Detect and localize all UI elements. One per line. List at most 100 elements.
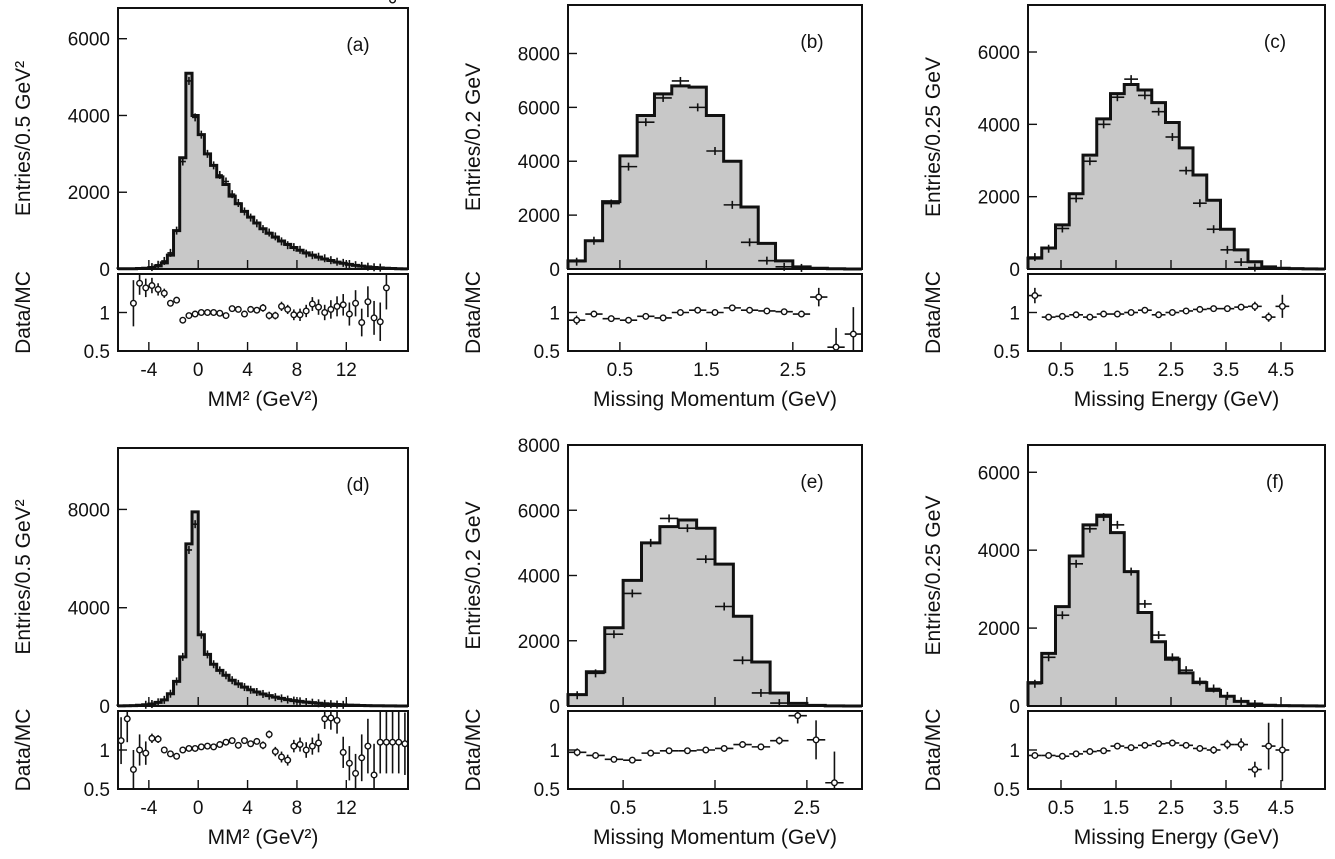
ratio-point [166,299,174,307]
ratio-point [253,306,261,314]
ratio-point [333,716,341,724]
ratio-point [148,282,156,290]
ratio-point [832,343,840,351]
ratio-y-tick-label: 1 [99,304,110,325]
ratio-point [290,742,298,750]
ratio-point [1196,744,1204,752]
ratio-point [720,744,728,752]
ratio-point [240,737,248,745]
main-frame [117,447,409,707]
ratio-point [592,751,600,759]
ratio-point [694,306,702,314]
y-tick-label: 6000 [518,501,560,522]
ratio-point [308,742,316,750]
ratio-point [154,285,162,293]
x-tick-label: 4.5 [1268,360,1294,381]
ratio-point [185,312,193,320]
ratio-point [1155,740,1163,748]
y-tick-label: 6000 [978,463,1020,484]
y-tick-label: 8000 [518,436,560,457]
ratio-point [185,744,193,752]
ratio-point [607,315,615,323]
ratio-point [179,746,187,754]
ratio-point [259,304,267,312]
ratio-point [389,738,397,746]
panel-tag: (e) [800,472,823,493]
x-tick-label: 0 [193,360,204,381]
ratio-y-tick-label: 1 [1009,741,1020,762]
x-axis-title: Missing Momentum (GeV) [593,388,837,411]
ratio-point [1031,292,1039,300]
ratio-y-tick-label: 1 [1009,304,1020,325]
panel-tag: (b) [800,32,823,53]
y-tick-label: 4000 [518,567,560,588]
ratio-point [278,753,286,761]
x-tick-label: 1.5 [693,360,719,381]
ratio-point [683,747,691,755]
ratio-axis-title: Data/MC [922,709,945,792]
panel-a: 0 2000 4000 6000 0.5 1 -4 0 4 8 12 MM² (GeV²) Entrie… [12,0,409,411]
ratio-point [1155,311,1163,319]
ratio-point [345,759,353,767]
ratio-y-tick-label: 1 [549,741,560,762]
mc-histogram-fill [568,85,862,269]
ratio-point [849,330,857,338]
ratio-y-tick-label: 0.5 [534,780,560,801]
ratio-point [1265,742,1273,750]
ratio-point [1196,305,1204,313]
ratio-point [302,307,310,315]
ratio-point [358,319,366,327]
ratio-point [401,740,409,748]
panel-c: 0 2000 4000 6000 0.5 1 0.5 1.5 2.5 3.5 4.5 Missing … [922,4,1326,411]
mc-histogram-outline [566,84,862,271]
y-tick-label: 0 [549,260,560,281]
ratio-point [358,754,366,762]
ratio-y-tick-label: 0.5 [84,780,110,801]
x-tick-label: 2.5 [1158,798,1184,819]
ratio-point [228,737,236,745]
y-tick-label: 0 [1009,260,1020,281]
ratio-point [780,308,788,316]
ratio-point [395,738,403,746]
x-tick-label: 2.5 [794,798,820,819]
y-tick-label: 0 [99,260,110,281]
ratio-point [1251,302,1259,310]
ratio-axis-title: Data/MC [462,709,485,792]
ratio-point [389,0,397,4]
panel-tag: (c) [1264,32,1286,53]
ratio-point [222,312,230,320]
x-tick-label: 0.5 [1048,798,1074,819]
ratio-point [179,316,187,324]
main-frame [1027,4,1326,270]
ratio-point [154,735,162,743]
panel-tag: (f) [1266,472,1284,493]
ratio-point [775,737,783,745]
ratio-point [284,305,292,313]
x-tick-label: 8 [292,798,303,819]
ratio-point [222,738,230,746]
ratio-point [234,741,242,749]
ratio-point [610,755,618,763]
x-tick-label: 8 [292,360,303,381]
ratio-point [1141,741,1149,749]
ratio-point [1278,302,1286,310]
ratio-point [191,310,199,318]
ratio-point [1210,305,1218,313]
panel-b: 0 2000 4000 6000 8000 0.5 1 0.5 1.5 2.5 Missing Mo… [462,4,863,411]
y-tick-label: 6000 [518,98,560,119]
y-axis-title: Entries/0.5 GeV² [12,61,35,216]
panel-tag: (a) [346,35,369,56]
ratio-point [573,316,581,324]
mc-histogram-fill [1028,515,1325,706]
ratio-point [339,301,347,309]
ratio-point [129,299,137,307]
y-axis-title: Entries/0.25 GeV [922,57,945,217]
ratio-point [173,752,181,760]
ratio-point [1100,310,1108,318]
mc-histogram-outline [1026,83,1325,271]
ratio-point [296,741,304,749]
ratio-point [352,299,360,307]
ratio-point [1237,303,1245,311]
ratio-point [1045,313,1053,321]
x-axis-title: Missing Energy (GeV) [1074,388,1279,411]
